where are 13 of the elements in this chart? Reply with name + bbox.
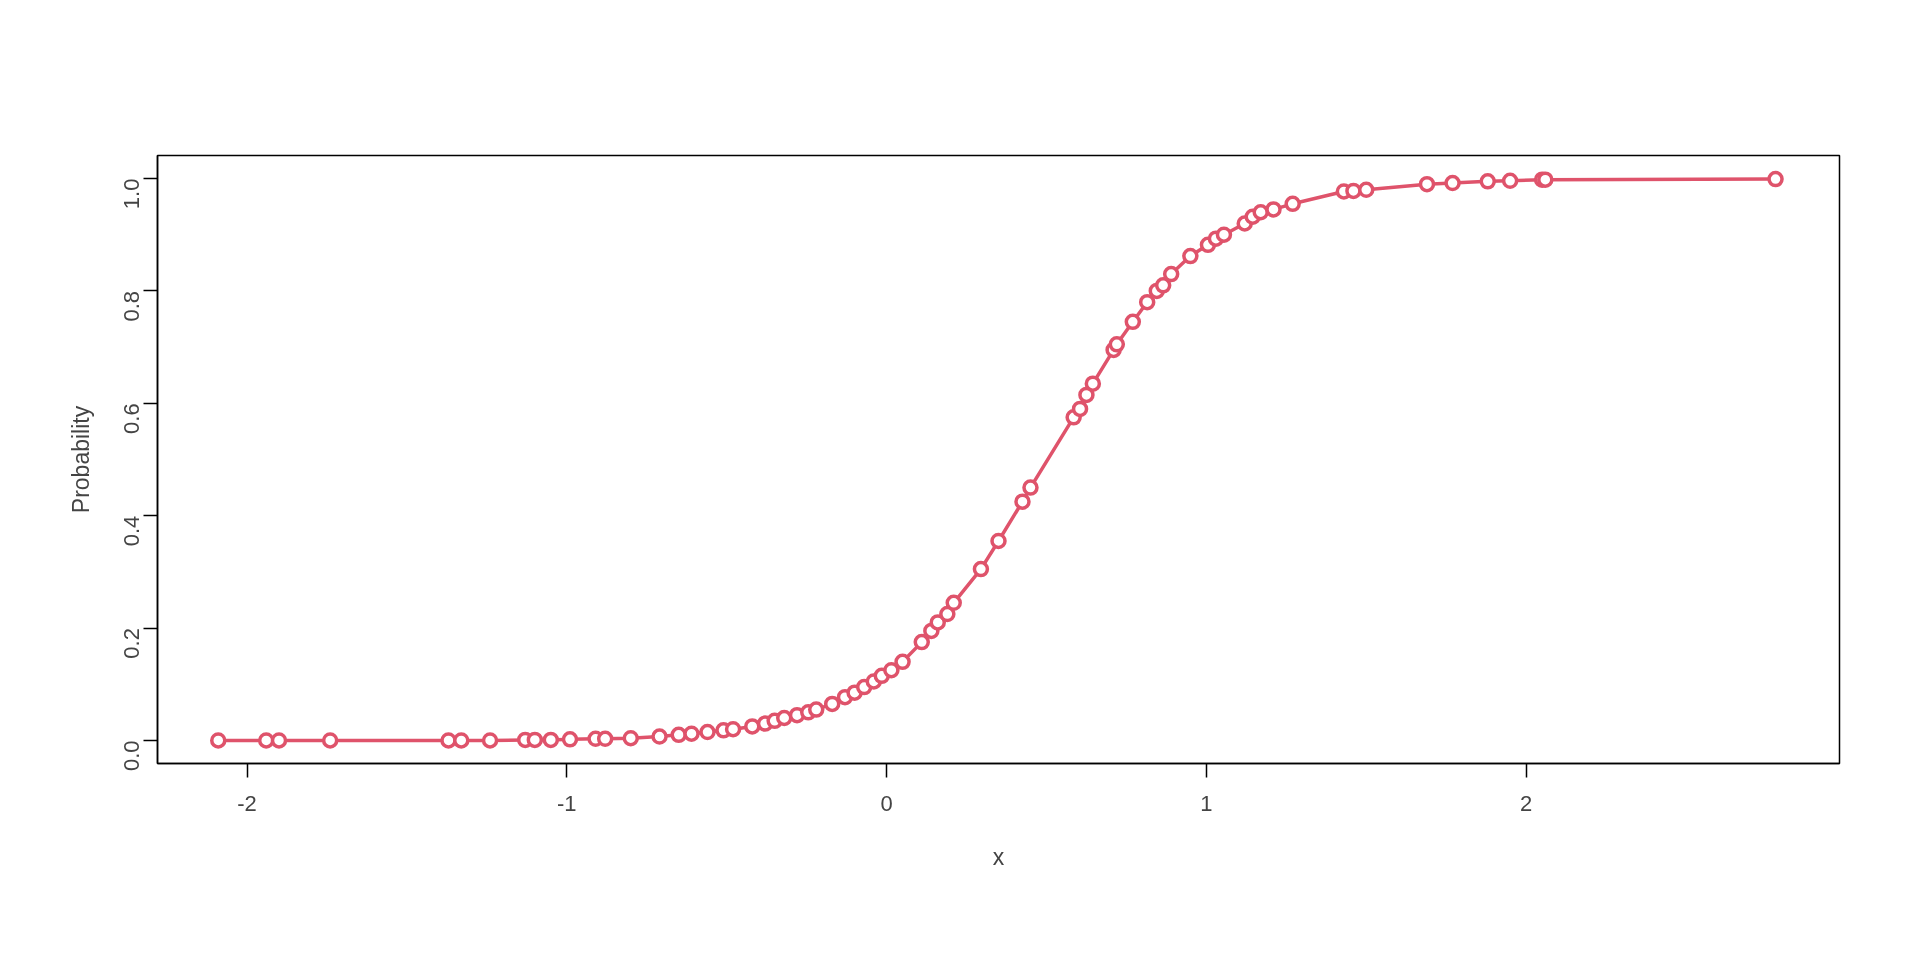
y-tick-label: 0.4 xyxy=(119,515,144,547)
x-axis-title: x xyxy=(992,843,1005,870)
x-tick-label: 0 xyxy=(880,790,893,816)
y-tick-label: 0.0 xyxy=(119,740,144,772)
x-tick-label: -2 xyxy=(237,790,257,816)
x-tick-label: 2 xyxy=(1520,790,1533,816)
y-tick-label: 0.2 xyxy=(119,628,144,659)
x-tick-label: -1 xyxy=(557,790,577,816)
y-axis-title: Probability xyxy=(67,405,94,514)
y-tick-label: 0.8 xyxy=(119,290,144,322)
x-tick-label: 1 xyxy=(1200,790,1213,816)
y-tick-label: 0.6 xyxy=(119,403,144,434)
y-tick-label: 1.0 xyxy=(119,178,144,210)
